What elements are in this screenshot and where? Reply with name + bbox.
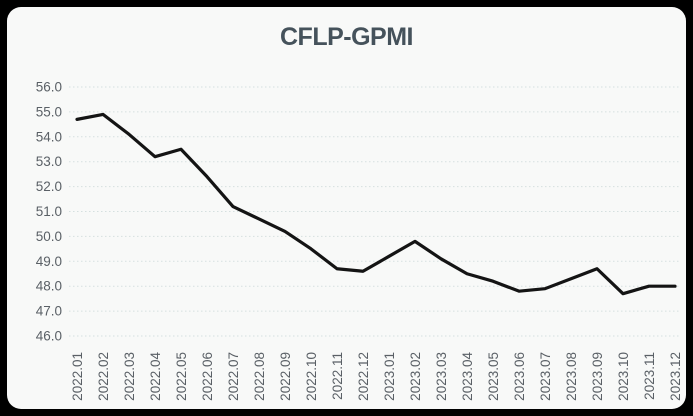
y-axis-tick-label: 46.0 <box>36 329 62 344</box>
x-axis-tick-label: 2022.10 <box>304 352 319 401</box>
x-axis-tick-label: 2023.02 <box>408 352 423 401</box>
x-axis-tick-label: 2023.05 <box>486 352 501 401</box>
x-axis-tick-label: 2023.12 <box>668 352 683 401</box>
y-axis-tick-label: 50.0 <box>36 229 62 244</box>
x-axis-tick-label: 2022.04 <box>148 352 163 401</box>
x-axis-tick-label: 2022.03 <box>122 352 137 401</box>
y-axis-tick-label: 55.0 <box>36 104 62 119</box>
y-axis-tick-label: 47.0 <box>36 304 62 319</box>
x-axis-tick-label: 2022.12 <box>356 352 371 401</box>
x-axis-tick-label: 2023.09 <box>590 352 605 401</box>
x-axis-tick-label: 2022.05 <box>174 352 189 401</box>
y-axis-tick-label: 53.0 <box>36 154 62 169</box>
y-axis-tick-label: 54.0 <box>36 129 62 144</box>
x-axis-tick-label: 2022.06 <box>200 352 215 401</box>
line-chart-plot-area: 56.0 55.0 54.0 53.0 52.0 51.0 50.0 49.0 48.0 47.0… <box>36 80 683 401</box>
x-axis-tick-label: 2023.07 <box>538 352 553 401</box>
x-axis-tick-label: 2023.11 <box>642 352 657 400</box>
x-axis-tick-label: 2022.08 <box>252 352 267 401</box>
x-axis-tick-label: 2022.07 <box>226 352 241 401</box>
x-axis-tick-label: 2022.09 <box>278 352 293 401</box>
x-axis-tick-label: 2023.06 <box>512 352 527 401</box>
x-axis-tick-label: 2023.04 <box>460 352 475 401</box>
x-axis-tick-label: 2023.03 <box>434 352 449 401</box>
chart-card: CFLP-GPMI 56.0 55.0 54.0 53.0 52.0 51.0 50.0 49… <box>7 7 686 409</box>
x-axis-tick-label: 2022.01 <box>70 352 85 401</box>
x-axis-tick-label: 2022.11 <box>330 352 345 400</box>
gpmi-data-line <box>75 112 677 296</box>
x-axis-tick-label: 2023.08 <box>564 352 579 401</box>
x-axis-tick-label: 2023.10 <box>616 352 631 401</box>
y-axis-tick-label: 48.0 <box>36 279 62 294</box>
y-axis-tick-label: 52.0 <box>36 179 62 194</box>
y-axis-tick-label: 56.0 <box>36 80 62 95</box>
y-axis-tick-label: 49.0 <box>36 254 62 269</box>
x-axis-tick-label: 2023.01 <box>382 352 397 401</box>
chart-title: CFLP-GPMI <box>280 23 414 51</box>
x-axis-tick-label: 2022.02 <box>96 352 111 401</box>
y-axis-tick-label: 51.0 <box>36 204 62 219</box>
